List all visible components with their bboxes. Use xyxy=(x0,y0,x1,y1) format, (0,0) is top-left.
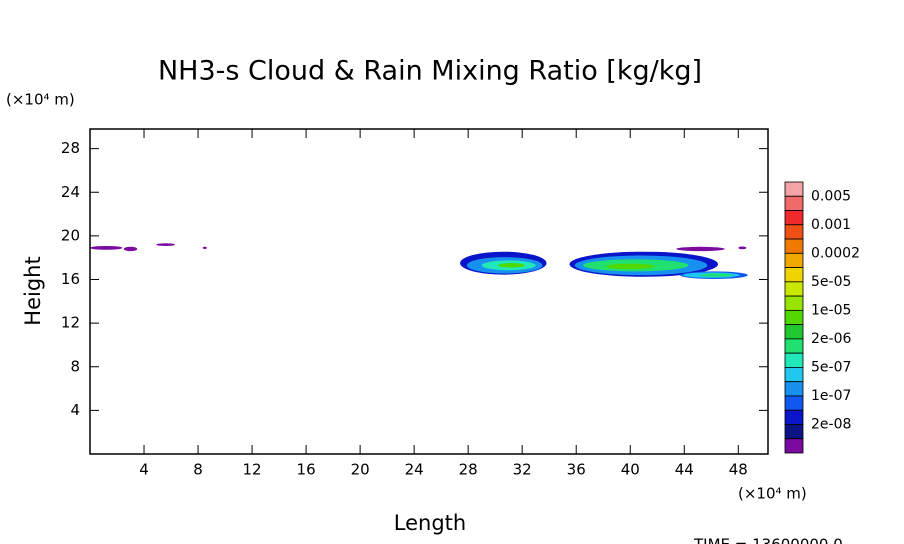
contour-patch xyxy=(497,263,525,268)
colorbar-label: 1e-07 xyxy=(811,388,851,404)
contour-patch xyxy=(90,245,123,250)
y-tick-label: 8 xyxy=(70,357,80,375)
contour-patch xyxy=(676,246,725,252)
x-axis-label: Length xyxy=(394,511,466,535)
y-tick-label: 16 xyxy=(61,270,80,288)
x-tick-label: 40 xyxy=(621,461,640,479)
y-tick-label: 12 xyxy=(61,314,80,332)
x-tick-label: 12 xyxy=(243,461,262,479)
colorbar-swatch xyxy=(784,181,804,197)
y-axis-label: Height xyxy=(21,256,45,325)
colorbar-swatch xyxy=(784,352,804,368)
x-tick-label: 32 xyxy=(513,461,532,479)
colorbar-swatch xyxy=(784,195,804,211)
colorbar-swatch xyxy=(784,238,804,254)
colorbar-swatch xyxy=(784,424,804,440)
colorbar-label: 0.005 xyxy=(811,188,851,204)
colorbar-swatch xyxy=(784,267,804,283)
x-tick-label: 8 xyxy=(193,461,203,479)
plot-frame xyxy=(89,128,769,455)
colorbar-swatch xyxy=(784,281,804,297)
x-tick-label: 16 xyxy=(297,461,316,479)
contour-patch xyxy=(738,246,747,250)
x-tick-label: 36 xyxy=(567,461,586,479)
colorbar-label: 5e-05 xyxy=(811,274,851,290)
footer: TIME = 13600000.0 xyxy=(693,536,843,544)
colorbar-label: 5e-07 xyxy=(811,359,851,375)
colorbar-label: 0.0002 xyxy=(811,245,860,261)
contour-patch xyxy=(123,246,138,252)
colorbar-swatch xyxy=(784,367,804,383)
colorbar-swatch xyxy=(784,295,804,311)
colorbar-label: 1e-05 xyxy=(811,302,851,318)
colorbar-swatch xyxy=(784,324,804,340)
contour-field xyxy=(90,243,748,279)
colorbar-label: 0.001 xyxy=(811,217,851,233)
contour-patch xyxy=(156,243,176,246)
chart-title: NH3-s Cloud & Rain Mixing Ratio [kg/kg] xyxy=(158,56,702,87)
y-tick-label: 20 xyxy=(61,226,80,244)
contour-patch xyxy=(202,246,207,249)
colorbar-swatch xyxy=(784,210,804,226)
colorbar-swatch xyxy=(784,252,804,268)
y-tick-label: 24 xyxy=(61,183,80,201)
colorbar-swatch xyxy=(784,309,804,326)
contour-patch xyxy=(605,263,655,270)
colorbar-swatch xyxy=(784,409,804,425)
x-unit: (×10⁴ m) xyxy=(738,485,807,503)
x-tick-label: 24 xyxy=(405,461,424,479)
x-tick-label: 4 xyxy=(139,461,149,479)
y-tick-label: 28 xyxy=(61,139,80,157)
colorbar-swatch xyxy=(784,224,804,240)
y-unit: (×10⁴ m) xyxy=(6,91,75,109)
colorbar-label: 2e-06 xyxy=(811,331,851,347)
x-tick-label: 20 xyxy=(351,461,370,479)
x-tick-label: 48 xyxy=(729,461,748,479)
x-tick-label: 44 xyxy=(675,461,694,479)
colorbar-swatch xyxy=(784,395,804,411)
colorbar-label: 2e-08 xyxy=(811,416,851,432)
y-tick-label: 4 xyxy=(70,401,80,419)
x-tick-label: 28 xyxy=(459,461,478,479)
colorbar-swatch xyxy=(784,438,804,454)
contour-patch xyxy=(700,273,733,277)
colorbar-swatch xyxy=(784,338,804,354)
colorbar-swatch xyxy=(784,381,804,397)
